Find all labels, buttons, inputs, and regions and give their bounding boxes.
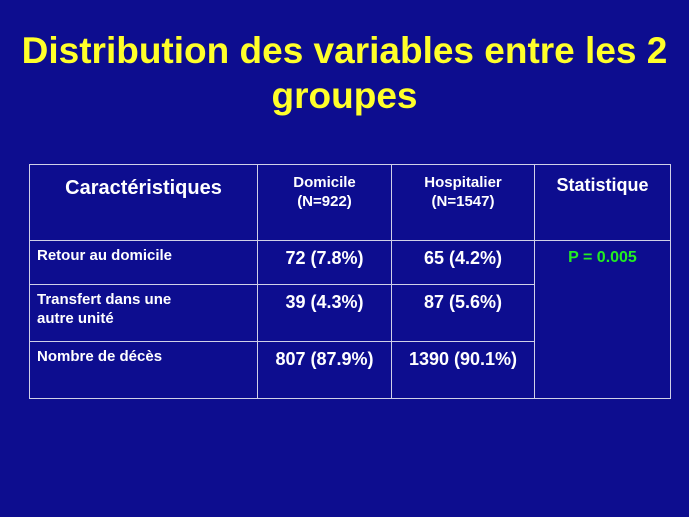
header-statistic: Statistique xyxy=(534,164,671,241)
cell-hospital: 65 (4.2%) xyxy=(391,240,535,285)
row-label-line-1: Transfert dans une xyxy=(37,291,172,308)
cell-hospital: 1390 (90.1%) xyxy=(391,341,535,399)
cell-home: 39 (4.3%) xyxy=(257,284,392,342)
slide-title: Distribution des variables entre les 2 g… xyxy=(0,28,689,118)
header-home: Domicile (N=922) xyxy=(257,164,392,241)
row-label: Transfert dans une autre unité xyxy=(29,284,258,342)
row-label-line-2: autre unité xyxy=(37,310,114,327)
table-row: Transfert dans une autre unité 39 (4.3%)… xyxy=(29,284,671,342)
row-label: Nombre de décès xyxy=(29,341,258,399)
header-hospital: Hospitalier (N=1547) xyxy=(391,164,535,241)
header-hospital-label: Hospitalier xyxy=(424,174,502,191)
header-hospital-count: (N=1547) xyxy=(431,193,495,210)
cell-home: 72 (7.8%) xyxy=(257,240,392,285)
header-characteristics: Caractéristiques xyxy=(29,164,258,241)
slide-title-line-2: groupes xyxy=(271,75,418,116)
distribution-table: Caractéristiques Domicile (N=922) Hospit… xyxy=(29,164,671,399)
cell-home: 807 (87.9%) xyxy=(257,341,392,399)
header-home-label: Domicile xyxy=(293,174,356,191)
slide-title-line-1: Distribution des variables entre les 2 xyxy=(21,30,668,71)
p-value-cell: P = 0.005 xyxy=(534,240,671,399)
table-row: Nombre de décès 807 (87.9%) 1390 (90.1%) xyxy=(29,341,671,399)
header-home-count: (N=922) xyxy=(297,193,352,210)
row-label-line-1: Retour au domicile xyxy=(37,247,173,264)
row-label-line-1: Nombre de décès xyxy=(37,348,163,365)
cell-hospital: 87 (5.6%) xyxy=(391,284,535,342)
table-header-row: Caractéristiques Domicile (N=922) Hospit… xyxy=(29,164,671,241)
row-label: Retour au domicile xyxy=(29,240,258,285)
table-row: Retour au domicile 72 (7.8%) 65 (4.2%) P… xyxy=(29,240,671,399)
